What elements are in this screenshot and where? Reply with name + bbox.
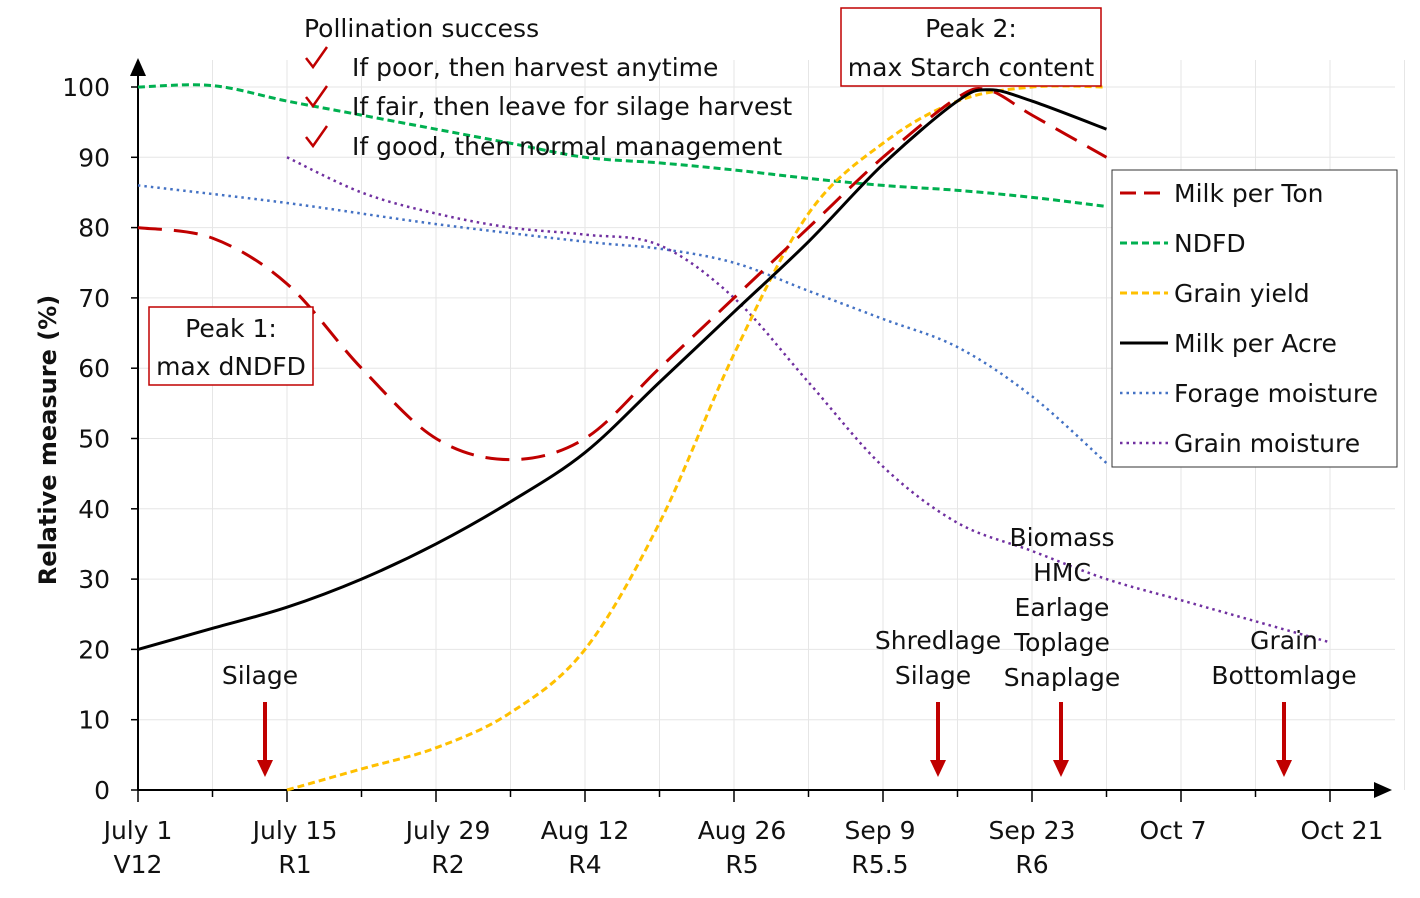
series-line-grain-moisture [286,156,1331,644]
y-tick-label: 20 [78,635,110,664]
x-tick-stage: R2 [431,850,464,879]
peak1-line: max dNDFD [156,352,306,381]
legend: Milk per Ton NDFD Grain yield Milk per Acre… [1111,169,1398,468]
harvest-label-1: Silage [222,661,298,690]
pollination-item: If fair, then leave for silage harvest [352,92,792,121]
legend-entry: Forage moisture [1174,379,1378,408]
pollination-item: If poor, then harvest anytime [352,53,718,82]
harvest-text: HMC [1033,558,1091,587]
harvest-text: Toplage [1013,628,1110,657]
harvest-arrows [257,702,1292,777]
x-ticks: July 1 V12 July 15 R1 July 29 R2 Aug 12 R4 Aug 2… [102,790,1384,879]
y-ticks: 0 10 20 30 40 50 60 70 80 90 100 [62,73,138,805]
x-tick-stage: R1 [278,850,311,879]
peak2-line: Peak 2: [925,14,1017,43]
harvest-text: Silage [222,661,298,690]
x-tick-stage: V12 [114,850,163,879]
harvest-text: Snaplage [1004,663,1120,692]
series-line-grain-yield [286,84,1107,792]
harvest-arrowhead [930,760,946,777]
x-tick-label: Oct 7 [1139,816,1206,845]
harvest-text: Silage [895,661,971,690]
y-tick-label: 10 [78,706,110,735]
y-tick-label: 80 [78,214,110,243]
y-tick-label: 100 [62,73,110,102]
x-tick-stage: R5 [725,850,758,879]
harvest-label-3: Biomass HMC Earlage Toplage Snaplage [1004,523,1120,692]
y-tick-label: 60 [78,354,110,383]
x-axis-arrow [1374,782,1392,798]
harvest-arrowhead [1276,760,1292,777]
y-tick-label: 40 [78,495,110,524]
y-axis-label: Relative measure (%) [34,295,62,585]
harvest-text: Bottomlage [1211,661,1356,690]
harvest-text: Earlage [1015,593,1110,622]
x-tick-label: Sep 23 [989,816,1076,845]
y-tick-label: 90 [78,143,110,172]
harvest-text: Grain [1250,626,1318,655]
harvest-text: Biomass [1009,523,1114,552]
y-tick-label: 30 [78,565,110,594]
axes [130,58,1392,798]
y-axis-arrow [130,58,146,76]
peak2-line: max Starch content [848,53,1095,82]
series-line-milk-per-acre [137,88,1108,651]
legend-entry: Grain yield [1174,279,1310,308]
x-tick-label: July 1 [102,816,173,845]
x-tick-label: Sep 9 [845,816,916,845]
x-tick-label: July 29 [404,816,491,845]
legend-entry: Grain moisture [1174,429,1360,458]
harvest-arrowhead [1053,760,1069,777]
x-tick-label: Aug 26 [698,816,787,845]
peak1-box: Peak 1: max dNDFD [148,306,314,386]
x-tick-stage: R6 [1015,850,1048,879]
check-icon [305,46,329,70]
harvest-label-2: Shredlage Silage [875,626,1001,690]
x-tick-stage: R5.5 [851,850,908,879]
harvest-label-4: Grain Bottomlage [1211,626,1356,690]
harvest-text: Shredlage [875,626,1001,655]
y-tick-label: 0 [94,776,110,805]
pollination-item: If good, then normal management [352,132,782,161]
x-tick-label: July 15 [251,816,338,845]
peak2-box: Peak 2: max Starch content [840,7,1102,87]
pollination-note: Pollination success If poor, then harves… [304,14,792,161]
check-icon [305,125,329,149]
pollination-title: Pollination success [304,14,539,43]
y-tick-label: 50 [78,425,110,454]
x-tick-label: Aug 12 [541,816,630,845]
check-icon [305,85,329,109]
series-line-ndfd [137,83,1107,208]
legend-entry: NDFD [1174,229,1246,258]
x-tick-stage: R4 [568,850,601,879]
x-tick-label: Oct 21 [1301,816,1384,845]
legend-entry: Milk per Acre [1174,329,1337,358]
harvest-arrowhead [257,760,273,777]
legend-entry: Milk per Ton [1174,179,1324,208]
peak1-line: Peak 1: [185,314,277,343]
y-tick-label: 70 [78,284,110,313]
